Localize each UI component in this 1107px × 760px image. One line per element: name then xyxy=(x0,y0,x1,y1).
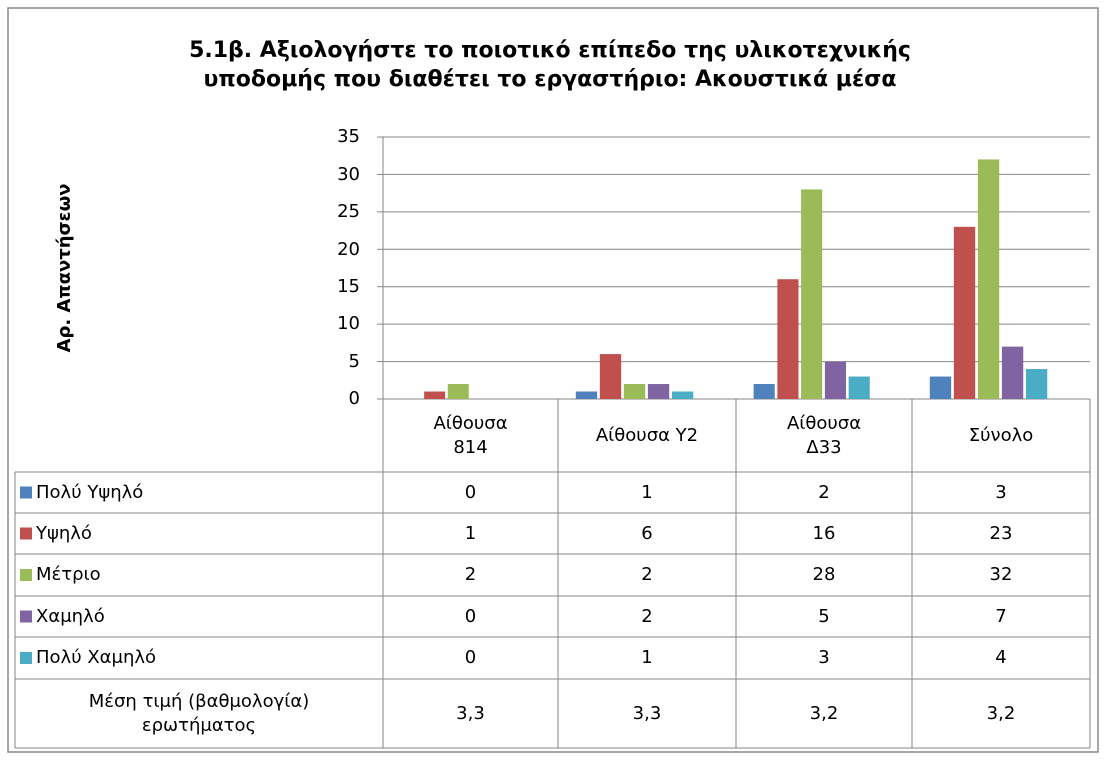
mean-row-label: Μέση τιμή (βαθμολογία) ερωτήματος xyxy=(88,691,310,736)
legend-key xyxy=(20,652,32,664)
legend-label: Πολύ Υψηλό xyxy=(36,481,144,503)
legend-key xyxy=(20,610,32,623)
table-cell: 1 xyxy=(641,647,653,669)
bar xyxy=(753,384,775,399)
table-cell: 32 xyxy=(989,564,1013,586)
legend-label: Μέτριο xyxy=(36,564,101,586)
y-axis-title: Αρ. Απαντήσεων xyxy=(54,183,76,353)
legend-label: Χαμηλό xyxy=(36,605,105,627)
y-tick-label: 15 xyxy=(337,276,360,297)
table-cell: 2 xyxy=(464,564,477,586)
mean-cell: 3,2 xyxy=(986,702,1016,724)
table-cell: 2 xyxy=(641,564,653,586)
bar xyxy=(801,189,823,399)
x-tick-label: Αίθουσα Υ2 xyxy=(595,424,699,446)
legend-key xyxy=(20,486,32,499)
table-cell: 16 xyxy=(812,522,836,544)
table-cell: 3 xyxy=(995,481,1007,503)
table-cell: 1 xyxy=(641,481,653,503)
table-cell: 23 xyxy=(989,522,1013,544)
table-cell: 0 xyxy=(464,647,477,669)
bar xyxy=(977,159,1000,399)
bar xyxy=(824,361,846,399)
y-tick-label: 5 xyxy=(348,350,360,372)
bar xyxy=(929,376,952,399)
bar xyxy=(848,376,870,399)
x-tick-label: Αίθουσα Δ33 xyxy=(786,413,862,458)
legend-label: Υψηλό xyxy=(36,522,92,544)
bar xyxy=(447,384,469,399)
y-tick-label: 25 xyxy=(337,201,360,223)
y-tick-label: 35 xyxy=(337,126,360,148)
table-cell: 28 xyxy=(812,564,836,586)
bar xyxy=(1025,369,1048,399)
table-cell: 4 xyxy=(995,647,1007,669)
table-cell: 2 xyxy=(818,481,830,503)
x-tick-label: Σύνολο xyxy=(968,424,1034,446)
chart-title: 5.1β. Αξιολογήστε το ποιοτικό επίπεδο τη… xyxy=(189,38,911,92)
table-cell: 0 xyxy=(464,481,477,503)
bar xyxy=(671,391,694,399)
bar xyxy=(599,354,622,399)
bar xyxy=(623,384,646,399)
bar xyxy=(424,391,446,399)
table-cell: 1 xyxy=(464,522,477,544)
table-cell: 2 xyxy=(641,605,653,627)
bar xyxy=(575,391,598,399)
bar xyxy=(953,226,976,399)
y-tick-label: 0 xyxy=(348,388,360,410)
table-cell: 6 xyxy=(641,522,653,544)
bar xyxy=(647,384,670,399)
table-cell: 5 xyxy=(818,605,830,627)
y-tick-label: 30 xyxy=(337,163,360,185)
y-tick-label: 10 xyxy=(337,313,360,335)
x-tick-label: Αίθουσα 814 xyxy=(433,413,508,458)
mean-cell: 3,3 xyxy=(632,702,662,724)
table-cell: 7 xyxy=(995,605,1007,627)
legend-key xyxy=(20,527,32,540)
bar xyxy=(777,279,799,399)
table-cell: 0 xyxy=(464,605,477,627)
chart-border xyxy=(7,7,1099,753)
y-tick-label: 20 xyxy=(337,238,360,260)
legend-key xyxy=(20,569,32,581)
legend-label: Πολύ Χαμηλό xyxy=(36,647,157,669)
mean-cell: 3,3 xyxy=(456,702,485,724)
bar xyxy=(1001,346,1024,399)
mean-cell: 3,2 xyxy=(809,702,839,724)
table-cell: 3 xyxy=(818,647,830,669)
